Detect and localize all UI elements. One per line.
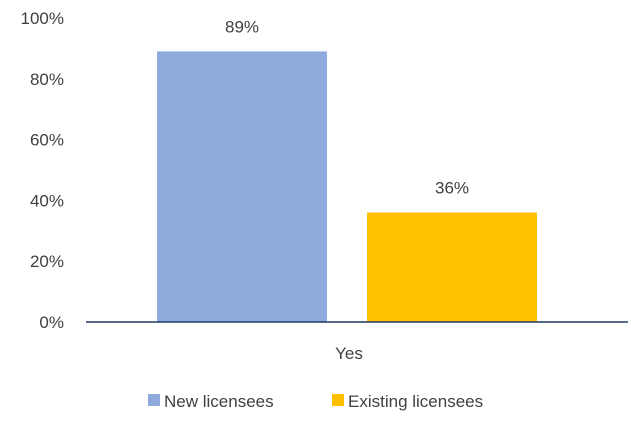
bars [157, 51, 537, 322]
legend-label: Existing licensees [348, 392, 483, 411]
bar-new-licensees [157, 51, 327, 322]
y-tick-label: 100% [21, 9, 64, 28]
y-tick-label: 0% [39, 313, 64, 332]
y-tick-label: 40% [30, 191, 64, 210]
legend-label: New licensees [164, 392, 274, 411]
y-tick-label: 20% [30, 252, 64, 271]
x-category-label: Yes [335, 344, 363, 363]
x-axis-category-labels: Yes [335, 344, 363, 363]
y-axis-tick-labels: 0% 20% 40% 60% 80% 100% [21, 9, 64, 332]
legend-swatch [148, 394, 160, 406]
data-labels: 89% 36% [225, 17, 469, 197]
data-label: 36% [435, 179, 469, 198]
bar-existing-licensees [367, 212, 537, 322]
y-tick-label: 80% [30, 70, 64, 89]
legend-swatch [332, 394, 344, 406]
data-label: 89% [225, 17, 259, 36]
y-tick-label: 60% [30, 131, 64, 150]
legend: New licensees Existing licensees [148, 392, 483, 411]
